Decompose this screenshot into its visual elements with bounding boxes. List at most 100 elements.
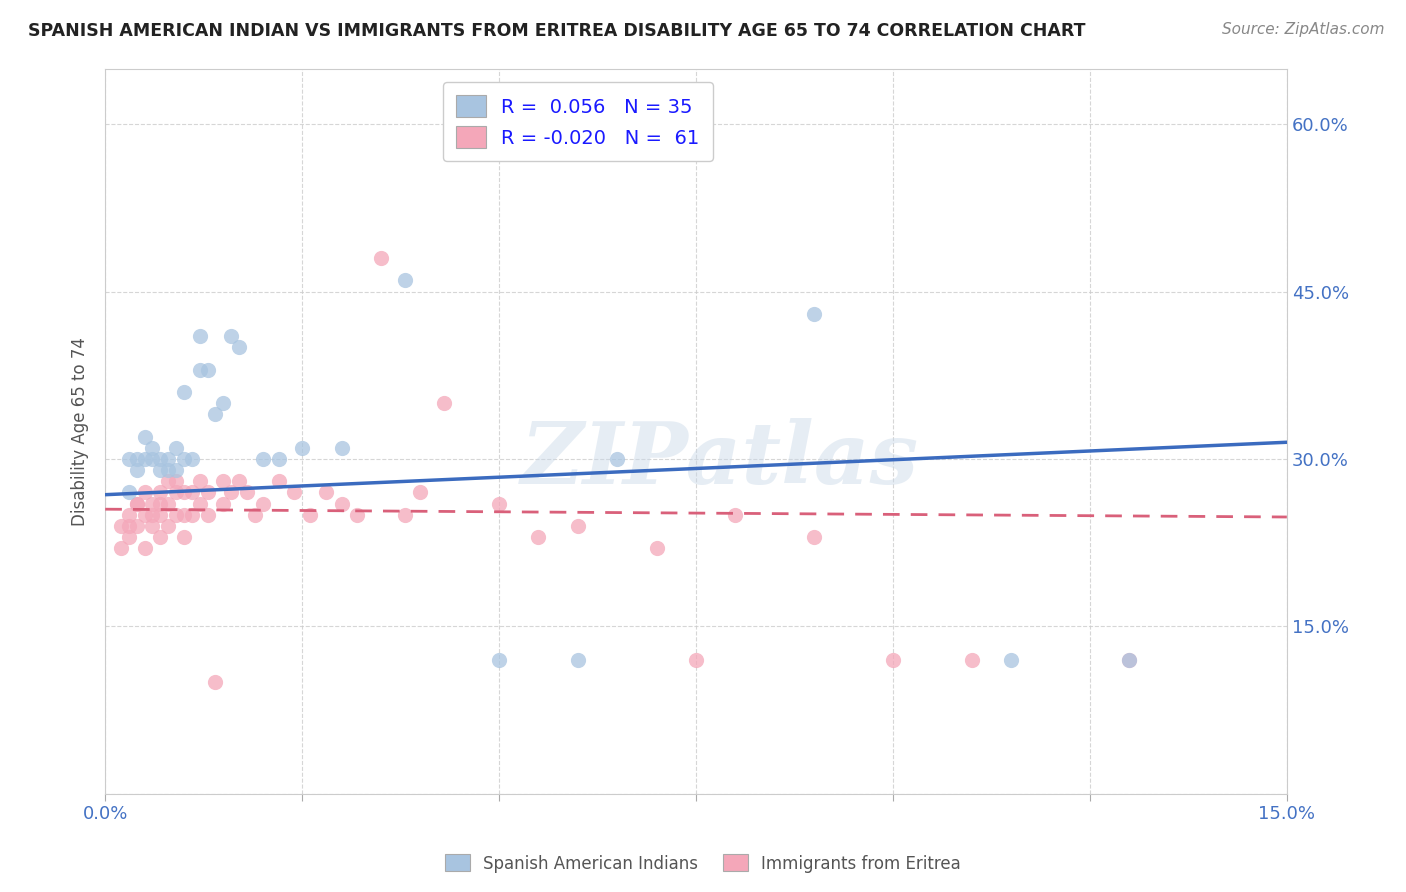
Point <box>212 396 235 410</box>
Point <box>212 497 235 511</box>
Point <box>125 497 148 511</box>
Point <box>165 485 187 500</box>
Point <box>165 508 187 522</box>
Point <box>228 340 250 354</box>
Point <box>1118 653 1140 667</box>
Point <box>141 452 163 467</box>
Point <box>134 508 156 522</box>
Point <box>1000 653 1022 667</box>
Point <box>685 653 707 667</box>
Point <box>157 475 180 489</box>
Point <box>267 475 290 489</box>
Point <box>134 541 156 556</box>
Point <box>219 329 242 343</box>
Point <box>125 463 148 477</box>
Point <box>141 508 163 522</box>
Point <box>157 519 180 533</box>
Point <box>197 363 219 377</box>
Point <box>219 485 242 500</box>
Point <box>567 519 589 533</box>
Point <box>125 497 148 511</box>
Point <box>291 441 314 455</box>
Point <box>236 485 259 500</box>
Point <box>125 452 148 467</box>
Point <box>346 508 368 522</box>
Point <box>180 452 202 467</box>
Point <box>803 307 825 321</box>
Legend: Spanish American Indians, Immigrants from Eritrea: Spanish American Indians, Immigrants fro… <box>439 847 967 880</box>
Point <box>488 497 510 511</box>
Point <box>330 441 353 455</box>
Point <box>299 508 322 522</box>
Point <box>149 452 172 467</box>
Point <box>134 452 156 467</box>
Point <box>645 541 668 556</box>
Point <box>141 519 163 533</box>
Point <box>1118 653 1140 667</box>
Point <box>173 485 195 500</box>
Point <box>394 508 416 522</box>
Point <box>134 430 156 444</box>
Point <box>149 497 172 511</box>
Point <box>527 530 550 544</box>
Point <box>212 475 235 489</box>
Point <box>267 452 290 467</box>
Point <box>188 497 211 511</box>
Point <box>283 485 305 500</box>
Point <box>173 452 195 467</box>
Point <box>141 497 163 511</box>
Point <box>433 396 456 410</box>
Point <box>149 508 172 522</box>
Point <box>567 653 589 667</box>
Point <box>724 508 747 522</box>
Point <box>370 251 392 265</box>
Point <box>125 519 148 533</box>
Point <box>149 530 172 544</box>
Point <box>180 485 202 500</box>
Point <box>409 485 432 500</box>
Point <box>173 385 195 400</box>
Text: Source: ZipAtlas.com: Source: ZipAtlas.com <box>1222 22 1385 37</box>
Point <box>157 452 180 467</box>
Point <box>110 519 132 533</box>
Point <box>165 475 187 489</box>
Point <box>110 541 132 556</box>
Point <box>394 273 416 287</box>
Point <box>252 452 274 467</box>
Point <box>118 530 141 544</box>
Point <box>141 441 163 455</box>
Legend: R =  0.056   N = 35, R = -0.020   N =  61: R = 0.056 N = 35, R = -0.020 N = 61 <box>443 82 713 161</box>
Point <box>180 508 202 522</box>
Point <box>157 463 180 477</box>
Point <box>134 485 156 500</box>
Point <box>149 463 172 477</box>
Point <box>157 497 180 511</box>
Point <box>118 452 141 467</box>
Point <box>165 441 187 455</box>
Point <box>330 497 353 511</box>
Point <box>204 675 226 690</box>
Point <box>118 519 141 533</box>
Point <box>165 463 187 477</box>
Point <box>228 475 250 489</box>
Point <box>960 653 983 667</box>
Point <box>173 530 195 544</box>
Point <box>197 508 219 522</box>
Text: SPANISH AMERICAN INDIAN VS IMMIGRANTS FROM ERITREA DISABILITY AGE 65 TO 74 CORRE: SPANISH AMERICAN INDIAN VS IMMIGRANTS FR… <box>28 22 1085 40</box>
Point <box>197 485 219 500</box>
Point <box>606 452 628 467</box>
Point <box>188 475 211 489</box>
Point <box>149 485 172 500</box>
Point <box>204 408 226 422</box>
Text: ZIPatlas: ZIPatlas <box>520 418 918 502</box>
Y-axis label: Disability Age 65 to 74: Disability Age 65 to 74 <box>72 336 89 525</box>
Point <box>188 329 211 343</box>
Point <box>488 653 510 667</box>
Point <box>118 485 141 500</box>
Point <box>173 508 195 522</box>
Point <box>252 497 274 511</box>
Point <box>243 508 266 522</box>
Point <box>188 363 211 377</box>
Point <box>803 530 825 544</box>
Point <box>315 485 337 500</box>
